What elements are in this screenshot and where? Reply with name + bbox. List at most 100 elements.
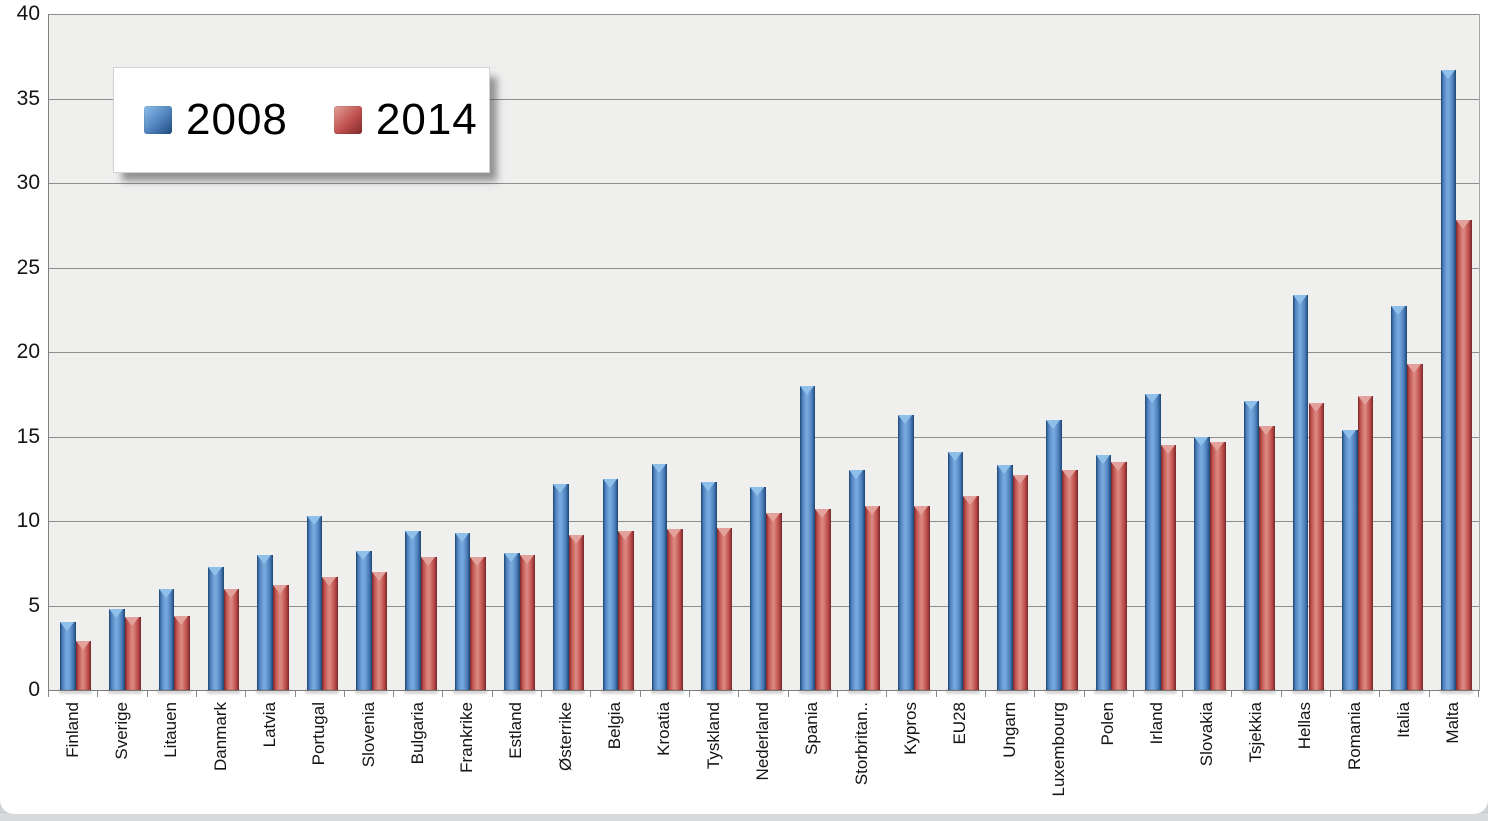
bar-top-bevel	[519, 554, 534, 564]
bar-group-shadow	[256, 689, 290, 694]
bar-group-shadow	[1340, 689, 1375, 694]
bar-2014-finland	[75, 641, 92, 690]
bar-2008-finland	[60, 622, 76, 690]
x-tick	[787, 691, 789, 697]
bar-2008-italia	[1391, 306, 1408, 690]
x-tick	[393, 691, 395, 697]
x-tick	[1034, 691, 1036, 697]
bar-top-bevel	[355, 551, 370, 561]
bar-top-bevel	[667, 529, 682, 539]
bar-top-bevel	[1046, 419, 1061, 429]
x-tick	[343, 691, 345, 697]
bar-group-shadow	[305, 689, 339, 694]
x-tick	[689, 691, 691, 697]
bar-2008-romania	[1342, 429, 1358, 690]
bar-group-shadow	[502, 689, 537, 694]
bar-top-bevel	[503, 553, 518, 563]
y-axis-label: 5	[28, 593, 40, 617]
x-tick	[442, 691, 444, 697]
bar-top-bevel	[701, 482, 716, 492]
x-axis-label-romania: Romania	[1344, 702, 1364, 771]
legend-item-2008: 2008	[144, 95, 288, 145]
bar-group-shadow	[206, 689, 241, 694]
bar-top-bevel	[1440, 69, 1455, 79]
bar-2008-frankrike	[454, 532, 471, 690]
bar-top-bevel	[1209, 441, 1224, 451]
x-axis-label-nederland: Nederland	[753, 702, 772, 781]
x-axis-label-frankrike: Frankrike	[457, 702, 477, 773]
bar-top-bevel	[257, 554, 272, 564]
bar-2014-slovenia	[371, 571, 388, 690]
bar-top-bevel	[109, 608, 124, 618]
bar-top-bevel	[553, 483, 568, 493]
bar-top-bevel	[602, 478, 617, 488]
bar-group-shadow	[847, 689, 882, 694]
x-axis-label-eu28: EU28	[950, 702, 970, 745]
x-tick	[1330, 691, 1332, 697]
bar-2008-tsjekkia	[1243, 401, 1260, 690]
y-axis-label: 10	[16, 509, 40, 532]
legend-item-2014: 2014	[333, 95, 478, 145]
bar-top-bevel	[223, 588, 238, 598]
x-tick	[836, 691, 838, 697]
bar-2008-portugal	[306, 515, 323, 690]
bar-group-shadow	[1242, 689, 1276, 694]
x-tick	[294, 691, 296, 697]
bar-top-bevel	[1456, 220, 1471, 230]
bar-top-bevel	[963, 495, 978, 505]
bar-2014-belgia	[618, 531, 634, 690]
bar-group-shadow	[58, 689, 93, 694]
bar-group-shadow	[108, 689, 142, 694]
bar-top-bevel	[208, 566, 223, 576]
x-tick	[1231, 691, 1233, 697]
bar-2014-romania	[1357, 395, 1374, 690]
x-tick	[738, 691, 740, 697]
bar-group-shadow	[1193, 689, 1227, 694]
x-tick	[491, 691, 493, 697]
bar-top-bevel	[454, 532, 469, 542]
bar-2008-ungarn	[996, 465, 1013, 690]
bar-top-bevel	[651, 463, 666, 473]
bar-group-shadow	[404, 689, 438, 694]
gridline-30	[49, 183, 1479, 184]
x-axis-label-italia: Italia	[1394, 702, 1414, 738]
x-axis-label-slovenia: Slovenia	[358, 702, 378, 768]
bar-2014-ungarn	[1012, 475, 1029, 690]
bar-top-bevel	[322, 576, 337, 586]
bar-top-bevel	[996, 465, 1011, 475]
bar-group-shadow	[946, 689, 980, 694]
gridline-15	[49, 436, 1479, 438]
bar-2008-storbritan	[849, 470, 865, 690]
x-axis-label-tsjekkia: Tsjekkia	[1246, 702, 1266, 763]
x-axis-label-irland: Irland	[1147, 702, 1167, 745]
bar-top-bevel	[898, 414, 913, 424]
y-axis-label: 20	[16, 340, 40, 363]
bar-top-bevel	[1308, 402, 1323, 412]
legend-swatch-2014	[333, 106, 362, 134]
bar-top-bevel	[1357, 395, 1372, 405]
x-axis-label-sverige: Sverige	[111, 702, 131, 760]
bar-2008-slovakia	[1194, 436, 1210, 690]
bar-2014-eu28	[963, 495, 979, 690]
bar-top-bevel	[568, 534, 583, 544]
bar-group-shadow	[1390, 689, 1424, 694]
bar-group-shadow	[1291, 689, 1326, 694]
bar-group-shadow	[1094, 689, 1128, 694]
bar-top-bevel	[750, 487, 765, 497]
x-axis-label-tyskland: Tyskland	[703, 702, 723, 770]
y-axis-label: 35	[16, 86, 40, 110]
bar-2008-kroatia	[651, 463, 668, 690]
bar-group-shadow	[1439, 689, 1474, 694]
x-tick	[1182, 691, 1184, 697]
bar-top-bevel	[306, 515, 321, 525]
x-tick	[886, 691, 888, 697]
x-axis-label-danmark: Danmark	[210, 702, 230, 771]
bar-2008-estland	[503, 553, 520, 690]
bar-top-bevel	[1061, 470, 1076, 480]
gridline-35	[49, 98, 1479, 100]
x-axis-label-spania: Spania	[802, 702, 822, 755]
bar-2008-eu28	[947, 451, 964, 690]
bar-2008-østerrike	[553, 483, 569, 690]
bar-top-bevel	[864, 505, 879, 515]
